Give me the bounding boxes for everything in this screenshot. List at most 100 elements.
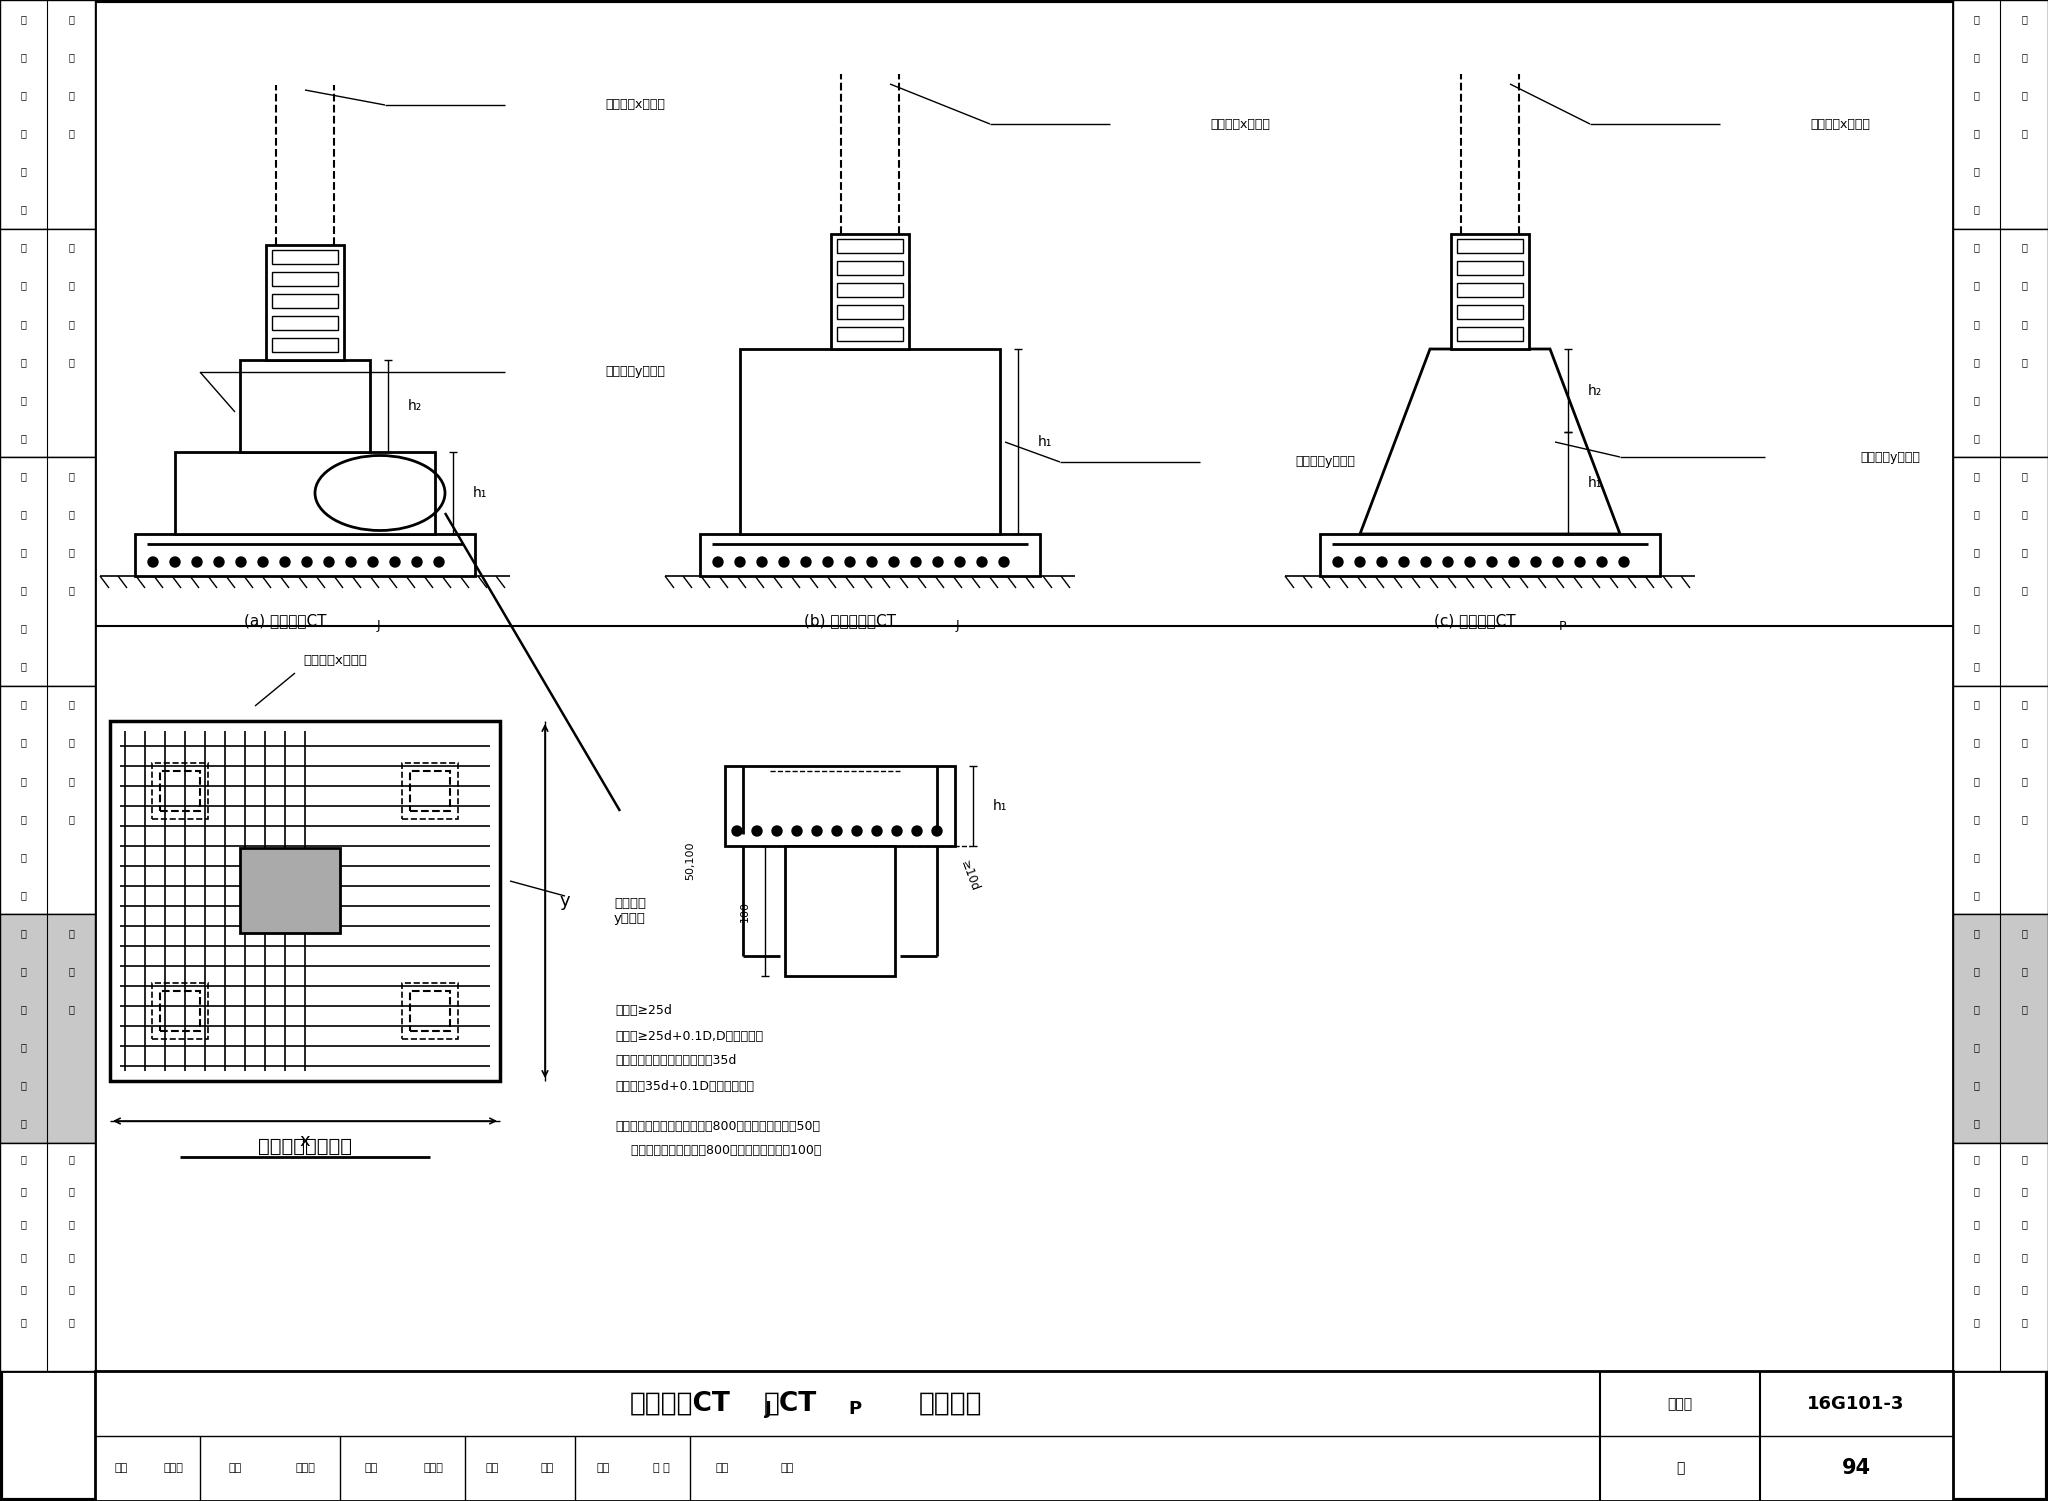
Text: 构: 构 xyxy=(1972,90,1978,101)
Bar xyxy=(240,360,371,452)
Text: 准: 准 xyxy=(1972,53,1978,62)
Text: 标: 标 xyxy=(20,928,27,938)
Text: 标: 标 xyxy=(1972,243,1978,252)
Text: 准: 准 xyxy=(20,53,27,62)
Bar xyxy=(0,1142,94,1370)
Text: P: P xyxy=(848,1400,862,1418)
Text: J: J xyxy=(954,620,958,632)
Bar xyxy=(1450,234,1530,350)
Text: 构: 构 xyxy=(20,776,27,785)
Text: 图集号: 图集号 xyxy=(1667,1397,1692,1411)
Text: 基: 基 xyxy=(68,1154,74,1163)
Bar xyxy=(838,261,903,275)
Circle shape xyxy=(893,826,901,836)
Bar xyxy=(272,294,338,308)
Text: 独: 独 xyxy=(2021,243,2028,252)
Text: 基: 基 xyxy=(2021,318,2028,329)
Text: 础: 础 xyxy=(68,1004,74,1015)
Bar xyxy=(401,983,459,1039)
Text: 造: 造 xyxy=(1972,1042,1978,1052)
Text: 详: 详 xyxy=(20,167,27,177)
Circle shape xyxy=(954,557,965,567)
Text: ≥10d: ≥10d xyxy=(958,859,981,893)
Text: 基: 基 xyxy=(2021,1154,2028,1163)
Bar xyxy=(838,305,903,320)
Text: 础: 础 xyxy=(68,814,74,824)
Text: 图: 图 xyxy=(20,662,27,671)
Text: 形: 形 xyxy=(68,737,74,747)
Text: 矩形承台x向配筋: 矩形承台x向配筋 xyxy=(1210,117,1270,131)
Text: 基: 基 xyxy=(2021,776,2028,785)
Text: 构: 构 xyxy=(20,1219,27,1229)
Bar xyxy=(152,763,209,820)
Bar xyxy=(410,991,451,1031)
Text: 造: 造 xyxy=(1972,357,1978,366)
Circle shape xyxy=(831,826,842,836)
Circle shape xyxy=(752,826,762,836)
Text: 准: 准 xyxy=(1972,281,1978,291)
Text: x: x xyxy=(299,1132,311,1150)
Text: （当箍至端部直段长度方桩＞35d: （当箍至端部直段长度方桩＞35d xyxy=(614,1055,737,1067)
Circle shape xyxy=(1509,557,1520,567)
Text: 一: 一 xyxy=(68,14,74,24)
Circle shape xyxy=(758,557,768,567)
Text: 相: 相 xyxy=(68,1219,74,1229)
Text: 造: 造 xyxy=(2021,1316,2028,1327)
Text: 批准: 批准 xyxy=(715,1463,729,1472)
Text: 础: 础 xyxy=(68,357,74,366)
Circle shape xyxy=(236,557,246,567)
Text: 配筋构造: 配筋构造 xyxy=(918,1391,981,1417)
Text: 董红刚: 董红刚 xyxy=(295,1463,315,1472)
Circle shape xyxy=(258,557,268,567)
Circle shape xyxy=(1333,557,1343,567)
Text: 独: 独 xyxy=(68,243,74,252)
Bar xyxy=(831,234,909,350)
Text: 图: 图 xyxy=(20,204,27,215)
Bar xyxy=(0,686,94,914)
Text: h₁: h₁ xyxy=(993,799,1008,814)
Text: 造: 造 xyxy=(20,585,27,596)
Text: 基: 基 xyxy=(68,318,74,329)
Circle shape xyxy=(1421,557,1432,567)
Circle shape xyxy=(911,557,922,567)
Bar xyxy=(1954,686,2048,914)
Text: 造: 造 xyxy=(20,128,27,138)
Bar xyxy=(410,772,451,811)
Text: 林成: 林成 xyxy=(780,1463,795,1472)
Text: 当桩径或桩截面边长＞800时，桩顶嵌入承台100。: 当桩径或桩截面边长＞800时，桩顶嵌入承台100。 xyxy=(614,1144,821,1157)
Text: 页: 页 xyxy=(1675,1460,1683,1475)
Text: 筏: 筏 xyxy=(2021,699,2028,710)
Text: h₁: h₁ xyxy=(1038,434,1053,449)
Text: 标: 标 xyxy=(1972,471,1978,480)
Text: 条: 条 xyxy=(2021,471,2028,480)
Text: (a) 阶形截面CT: (a) 阶形截面CT xyxy=(244,614,326,629)
Circle shape xyxy=(412,557,422,567)
Bar xyxy=(0,0,94,228)
Text: 础: 础 xyxy=(2021,585,2028,596)
Bar xyxy=(1456,239,1524,254)
Text: 造: 造 xyxy=(20,1252,27,1262)
Text: 校对: 校对 xyxy=(365,1463,377,1472)
Circle shape xyxy=(369,557,379,567)
Text: 准: 准 xyxy=(1972,967,1978,976)
Text: 造: 造 xyxy=(1972,128,1978,138)
Text: 图: 图 xyxy=(1972,1316,1978,1327)
Text: 16G101-3: 16G101-3 xyxy=(1806,1394,1905,1412)
Text: 构: 构 xyxy=(20,548,27,557)
Bar xyxy=(0,228,94,456)
Text: 构: 构 xyxy=(68,90,74,101)
Text: 立: 立 xyxy=(68,281,74,291)
Bar xyxy=(1954,1142,2048,1370)
Text: 般: 般 xyxy=(68,53,74,62)
Text: 基: 基 xyxy=(2021,548,2028,557)
Bar xyxy=(1456,305,1524,320)
Text: 造: 造 xyxy=(20,1042,27,1052)
Text: h₁: h₁ xyxy=(473,486,487,500)
Circle shape xyxy=(324,557,334,567)
Text: 造: 造 xyxy=(20,357,27,366)
Text: 详: 详 xyxy=(20,1285,27,1294)
Text: 标: 标 xyxy=(1972,1154,1978,1163)
Bar xyxy=(401,763,459,820)
Circle shape xyxy=(1376,557,1386,567)
Circle shape xyxy=(932,826,942,836)
